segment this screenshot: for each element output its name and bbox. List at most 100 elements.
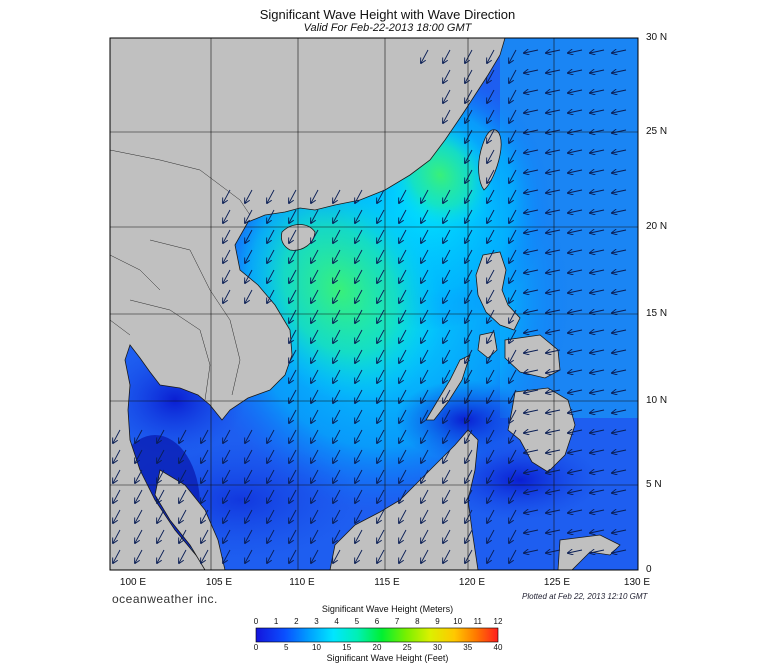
wave-arrow (355, 209, 363, 223)
wave-arrow (311, 249, 319, 263)
wave-arrow (546, 70, 561, 73)
wave-arrow (546, 490, 561, 493)
wave-arrow (333, 469, 341, 483)
wave-arrow (546, 330, 561, 333)
wave-arrow (377, 429, 385, 443)
wave-arrow (612, 530, 627, 533)
wave-arrow (201, 509, 209, 523)
wave-arrow (223, 509, 231, 523)
wave-arrow (612, 290, 627, 293)
wave-arrow (509, 149, 517, 163)
wave-arrow (465, 509, 473, 523)
wave-arrow (399, 229, 407, 243)
wave-arrow (568, 150, 583, 153)
wave-arrow (399, 469, 407, 483)
wave-arrow (355, 489, 363, 503)
wave-arrow (612, 130, 627, 133)
wave-arrow (546, 390, 561, 393)
wave-arrow (487, 529, 495, 543)
wave-arrow (421, 249, 429, 263)
wave-arrow (443, 469, 451, 483)
wave-arrow (355, 289, 363, 303)
wave-arrow (568, 490, 583, 493)
wave-arrow (590, 230, 605, 233)
wave-arrow (113, 489, 121, 503)
wave-arrow (487, 169, 495, 183)
wave-arrow (311, 309, 319, 323)
wave-arrow (355, 249, 363, 263)
wave-arrow (333, 209, 341, 223)
wave-arrow (311, 409, 319, 423)
wave-arrow (546, 350, 561, 353)
wave-arrow (333, 189, 341, 203)
wave-arrow (546, 150, 561, 153)
wave-arrow (333, 529, 341, 543)
wave-arrow (509, 269, 517, 283)
wave-arrow (524, 470, 539, 473)
wave-arrow (355, 349, 363, 363)
wave-arrow (245, 209, 253, 223)
wave-arrow (333, 229, 341, 243)
wave-arrow (612, 250, 627, 253)
wave-arrow (612, 170, 627, 173)
wave-arrow (509, 549, 517, 563)
wave-arrow (487, 109, 495, 123)
wave-arrow (113, 469, 121, 483)
wave-arrow (612, 450, 627, 453)
wave-arrow (223, 549, 231, 563)
wave-arrow (311, 349, 319, 363)
wave-arrow (333, 249, 341, 263)
wave-arrow (179, 429, 187, 443)
wave-arrow (487, 149, 495, 163)
wave-arrow (546, 110, 561, 113)
wave-arrow (524, 230, 539, 233)
wave-arrow (289, 409, 297, 423)
meter-tick-label: 1 (273, 617, 279, 626)
wave-arrow (612, 230, 627, 233)
wave-arrow (377, 549, 385, 563)
wave-arrow (355, 429, 363, 443)
wave-arrow (487, 229, 495, 243)
wave-arrow (267, 209, 275, 223)
wave-arrow (157, 549, 165, 563)
wave-arrow (421, 409, 429, 423)
map-subtitle: Valid For Feb-22-2013 18:00 GMT (303, 22, 472, 34)
wave-arrow (590, 190, 605, 193)
wave-arrow (524, 130, 539, 133)
wave-arrow (201, 429, 209, 443)
wave-arrow (289, 349, 297, 363)
wave-arrow (135, 529, 143, 543)
wave-arrow (465, 329, 473, 343)
wave-arrow (377, 309, 385, 323)
wave-arrow (421, 309, 429, 323)
wave-arrow (377, 189, 385, 203)
wave-arrow (590, 470, 605, 473)
wave-arrow (509, 189, 517, 203)
wave-arrow (443, 489, 451, 503)
wave-arrow (590, 310, 605, 313)
wave-arrow (377, 229, 385, 243)
wave-arrow (487, 209, 495, 223)
wave-arrow (223, 429, 231, 443)
wave-arrow (135, 549, 143, 563)
wave-arrow (443, 69, 451, 83)
wave-arrow (509, 509, 517, 523)
wave-arrow (524, 170, 539, 173)
wave-arrow (289, 469, 297, 483)
wave-arrow (487, 329, 495, 343)
wave-arrow (399, 309, 407, 323)
wave-arrow (289, 369, 297, 383)
wave-arrow (546, 230, 561, 233)
wave-arrow (509, 329, 517, 343)
wave-arrow (487, 429, 495, 443)
wave-arrow (568, 50, 583, 53)
wave-arrow (590, 50, 605, 53)
wave-arrow (157, 489, 165, 503)
wave-arrow (546, 290, 561, 293)
wave-arrow (421, 349, 429, 363)
wave-arrow (465, 449, 473, 463)
wave-arrow (612, 430, 627, 433)
wave-arrow (465, 549, 473, 563)
wave-arrow (443, 89, 451, 103)
wave-arrow (465, 469, 473, 483)
